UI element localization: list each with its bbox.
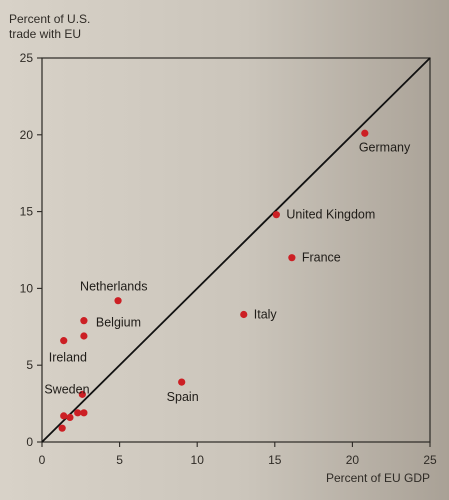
y-axis-tick-label: 0 <box>26 435 33 449</box>
scatter-point <box>66 413 74 422</box>
y-axis-tick-label: 20 <box>20 128 34 142</box>
point-label: Netherlands <box>80 280 147 294</box>
scatter-point <box>80 332 88 340</box>
scatter-point <box>78 390 86 398</box>
x-axis-tick-label: 5 <box>116 453 123 467</box>
x-axis-tick-label: 25 <box>423 453 437 467</box>
y-axis-label-line-2: trade with EU <box>9 27 81 41</box>
point-label: Sweden <box>44 382 89 396</box>
point-label: Germany <box>359 140 411 154</box>
scatter-point <box>74 409 82 417</box>
point-label: Ireland <box>49 351 87 365</box>
point-label: Italy <box>254 308 278 322</box>
scatter-point <box>60 337 68 345</box>
scatter-point <box>361 129 369 137</box>
y-axis-label-line-1: Percent of U.S. <box>9 12 90 26</box>
y-axis-tick-label: 5 <box>26 358 33 372</box>
point-label: Spain <box>167 390 199 404</box>
point-label: United Kingdom <box>286 208 375 222</box>
y-axis-tick-label: 10 <box>20 281 34 295</box>
scatter-point <box>80 317 88 325</box>
x-axis-tick-label: 15 <box>268 453 282 467</box>
x-axis-tick-label: 20 <box>346 453 360 467</box>
y-axis-tick-label: 15 <box>20 205 34 219</box>
x-axis-tick-label: 0 <box>39 453 46 467</box>
scatter-point <box>288 254 296 262</box>
scatter-point <box>240 310 248 319</box>
y-axis-tick-label: 25 <box>20 51 34 65</box>
reference-diagonal-line <box>41 57 431 443</box>
scatter-point <box>272 211 280 219</box>
point-label: Belgium <box>96 316 141 330</box>
x-axis-tick-label: 10 <box>191 453 205 467</box>
scatter-point <box>58 424 66 432</box>
scatter-point <box>80 409 88 417</box>
point-label: France <box>302 251 341 265</box>
scatter-point <box>178 378 186 386</box>
scatter-point <box>60 412 68 420</box>
plot-area <box>41 57 431 443</box>
x-axis-label: Percent of EU GDP <box>326 471 430 485</box>
scatter-point <box>114 297 122 305</box>
